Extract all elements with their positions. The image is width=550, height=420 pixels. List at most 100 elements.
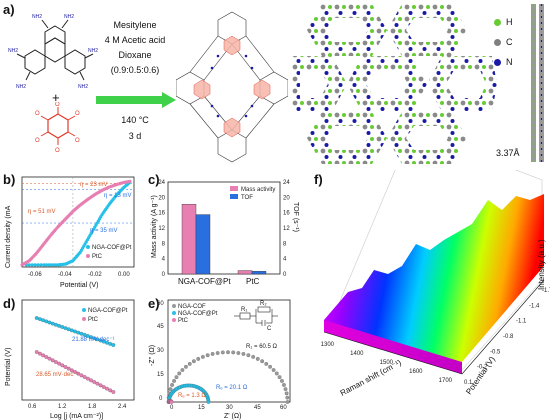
data-point: [50, 321, 55, 326]
data-point: [63, 326, 68, 331]
data-point: [39, 263, 43, 267]
chart-e-xtick: 15: [198, 405, 205, 411]
legend-label: N: [506, 57, 513, 67]
y-tick: 0: [162, 272, 166, 278]
chart-b-xtick: 0.00: [118, 272, 130, 278]
data-point: [51, 263, 56, 267]
y2-tick: 24: [283, 180, 290, 186]
y2-tick: 0: [283, 272, 287, 278]
data-point: [196, 357, 201, 361]
data-point: [41, 353, 46, 358]
data-point: [284, 391, 289, 396]
chart-e: Z' (Ω) -Z'' (Ω) 0 15 30 45 60 0 15 30 45…: [149, 299, 291, 420]
chart-d-xtick: 1.2: [58, 404, 67, 410]
data-point: [251, 354, 256, 359]
legend-n: N: [494, 52, 528, 72]
oxygen-label: O: [55, 148, 60, 154]
data-point: [57, 361, 61, 366]
data-point: [268, 364, 273, 369]
data-point: [260, 359, 265, 364]
amine-label: NH2: [64, 14, 74, 20]
acid: 4 M Acetic acid: [104, 35, 166, 45]
nitrogen-swatch: [494, 58, 501, 66]
data-point: [191, 359, 196, 364]
data-point: [85, 376, 90, 381]
data-point: [98, 383, 103, 388]
x-tick: 1500: [380, 360, 394, 366]
legend-label: H: [506, 17, 513, 27]
chart-f-ylabel: Potential (V): [464, 355, 497, 396]
chart-b-annot: η = 13 mV: [104, 193, 132, 199]
data-point: [57, 323, 61, 328]
y-tick: 0.1: [464, 380, 473, 386]
data-point: [50, 358, 55, 363]
circuit-label: R₁: [241, 307, 247, 313]
data-point: [82, 375, 87, 379]
data-point: [210, 352, 215, 356]
chart-e-xtick: 0: [170, 405, 174, 411]
oxygen-label: O: [75, 111, 80, 117]
data-point: [44, 355, 49, 359]
amine-label: NH2: [8, 48, 18, 54]
data-point: [30, 263, 34, 267]
equivalent-circuit: [234, 306, 278, 326]
y2-tick: 8: [283, 241, 287, 247]
data-point: [271, 368, 276, 372]
x-tick: 1600: [409, 369, 423, 375]
data-point: [226, 350, 230, 355]
data-point: [76, 330, 81, 335]
chart-d-xtick: 2.4: [118, 404, 127, 410]
legend-marker-e-2: [172, 311, 176, 315]
y-tick: -1.1: [516, 319, 527, 325]
chart-b-xlabel: Potential (V): [60, 282, 99, 289]
chart-c-legend: TOF: [241, 195, 253, 201]
data-point: [220, 350, 225, 355]
chart-f-zlabel: Intensity (a.u.): [537, 239, 546, 290]
data-point: [49, 263, 53, 267]
data-point: [76, 371, 81, 376]
legend-swatch-tof: [230, 194, 238, 199]
data-point: [54, 263, 58, 267]
legend-label: C: [506, 37, 513, 47]
y-tick: -0.2: [477, 365, 488, 371]
y-tick: 20: [158, 195, 165, 201]
temperature: 140 °C: [121, 115, 149, 125]
data-point: [274, 371, 279, 376]
chart-b-annot: η = 35 mV: [90, 228, 118, 234]
y-tick: 4: [162, 257, 166, 263]
chart-b-legend: NGA-COF@Pt: [92, 245, 132, 251]
data-point: [169, 400, 174, 404]
chart-e-ylabel: -Z'' (Ω): [149, 345, 156, 366]
y-tick: -1.7: [542, 288, 550, 294]
chart-c-y2label: TOF (s⁻¹): [292, 202, 299, 232]
data-point: [38, 351, 42, 356]
y-tick: 16: [158, 211, 165, 217]
data-point: [47, 263, 51, 267]
x-tick: 1700: [439, 378, 453, 384]
carbon-swatch: [494, 38, 501, 46]
chart-e-legend: NGA-COF@Pt: [178, 311, 218, 317]
amine-label: NH2: [78, 84, 88, 90]
panel-label-c: c): [148, 172, 160, 187]
data-point: [36, 263, 40, 267]
data-point: [108, 388, 113, 393]
chart-b-legend: PtC: [92, 254, 103, 260]
hydrogen-swatch: [494, 18, 501, 26]
panel-label-e: e): [148, 296, 160, 311]
chart-d-xtick: 1.8: [88, 404, 97, 410]
data-point: [170, 383, 174, 387]
chart-e-xlabel: Z' (Ω): [224, 413, 241, 420]
legend-marker-e-1: [172, 304, 176, 308]
circuit-label: C: [267, 326, 272, 332]
oxygen-label: O: [75, 138, 80, 144]
data-point: [215, 351, 220, 355]
legend-marker-d-1: [82, 308, 86, 312]
data-point: [206, 400, 211, 404]
data-point: [95, 381, 100, 386]
chart-d-legend: NGA-COF@Pt: [88, 308, 128, 314]
data-point: [128, 179, 132, 183]
ratio: (0.9:0.5:0.6): [110, 65, 160, 75]
stacking-distance: 3.37Å: [496, 148, 520, 158]
data-point: [101, 385, 106, 389]
chart-d-frame: [21, 299, 135, 401]
